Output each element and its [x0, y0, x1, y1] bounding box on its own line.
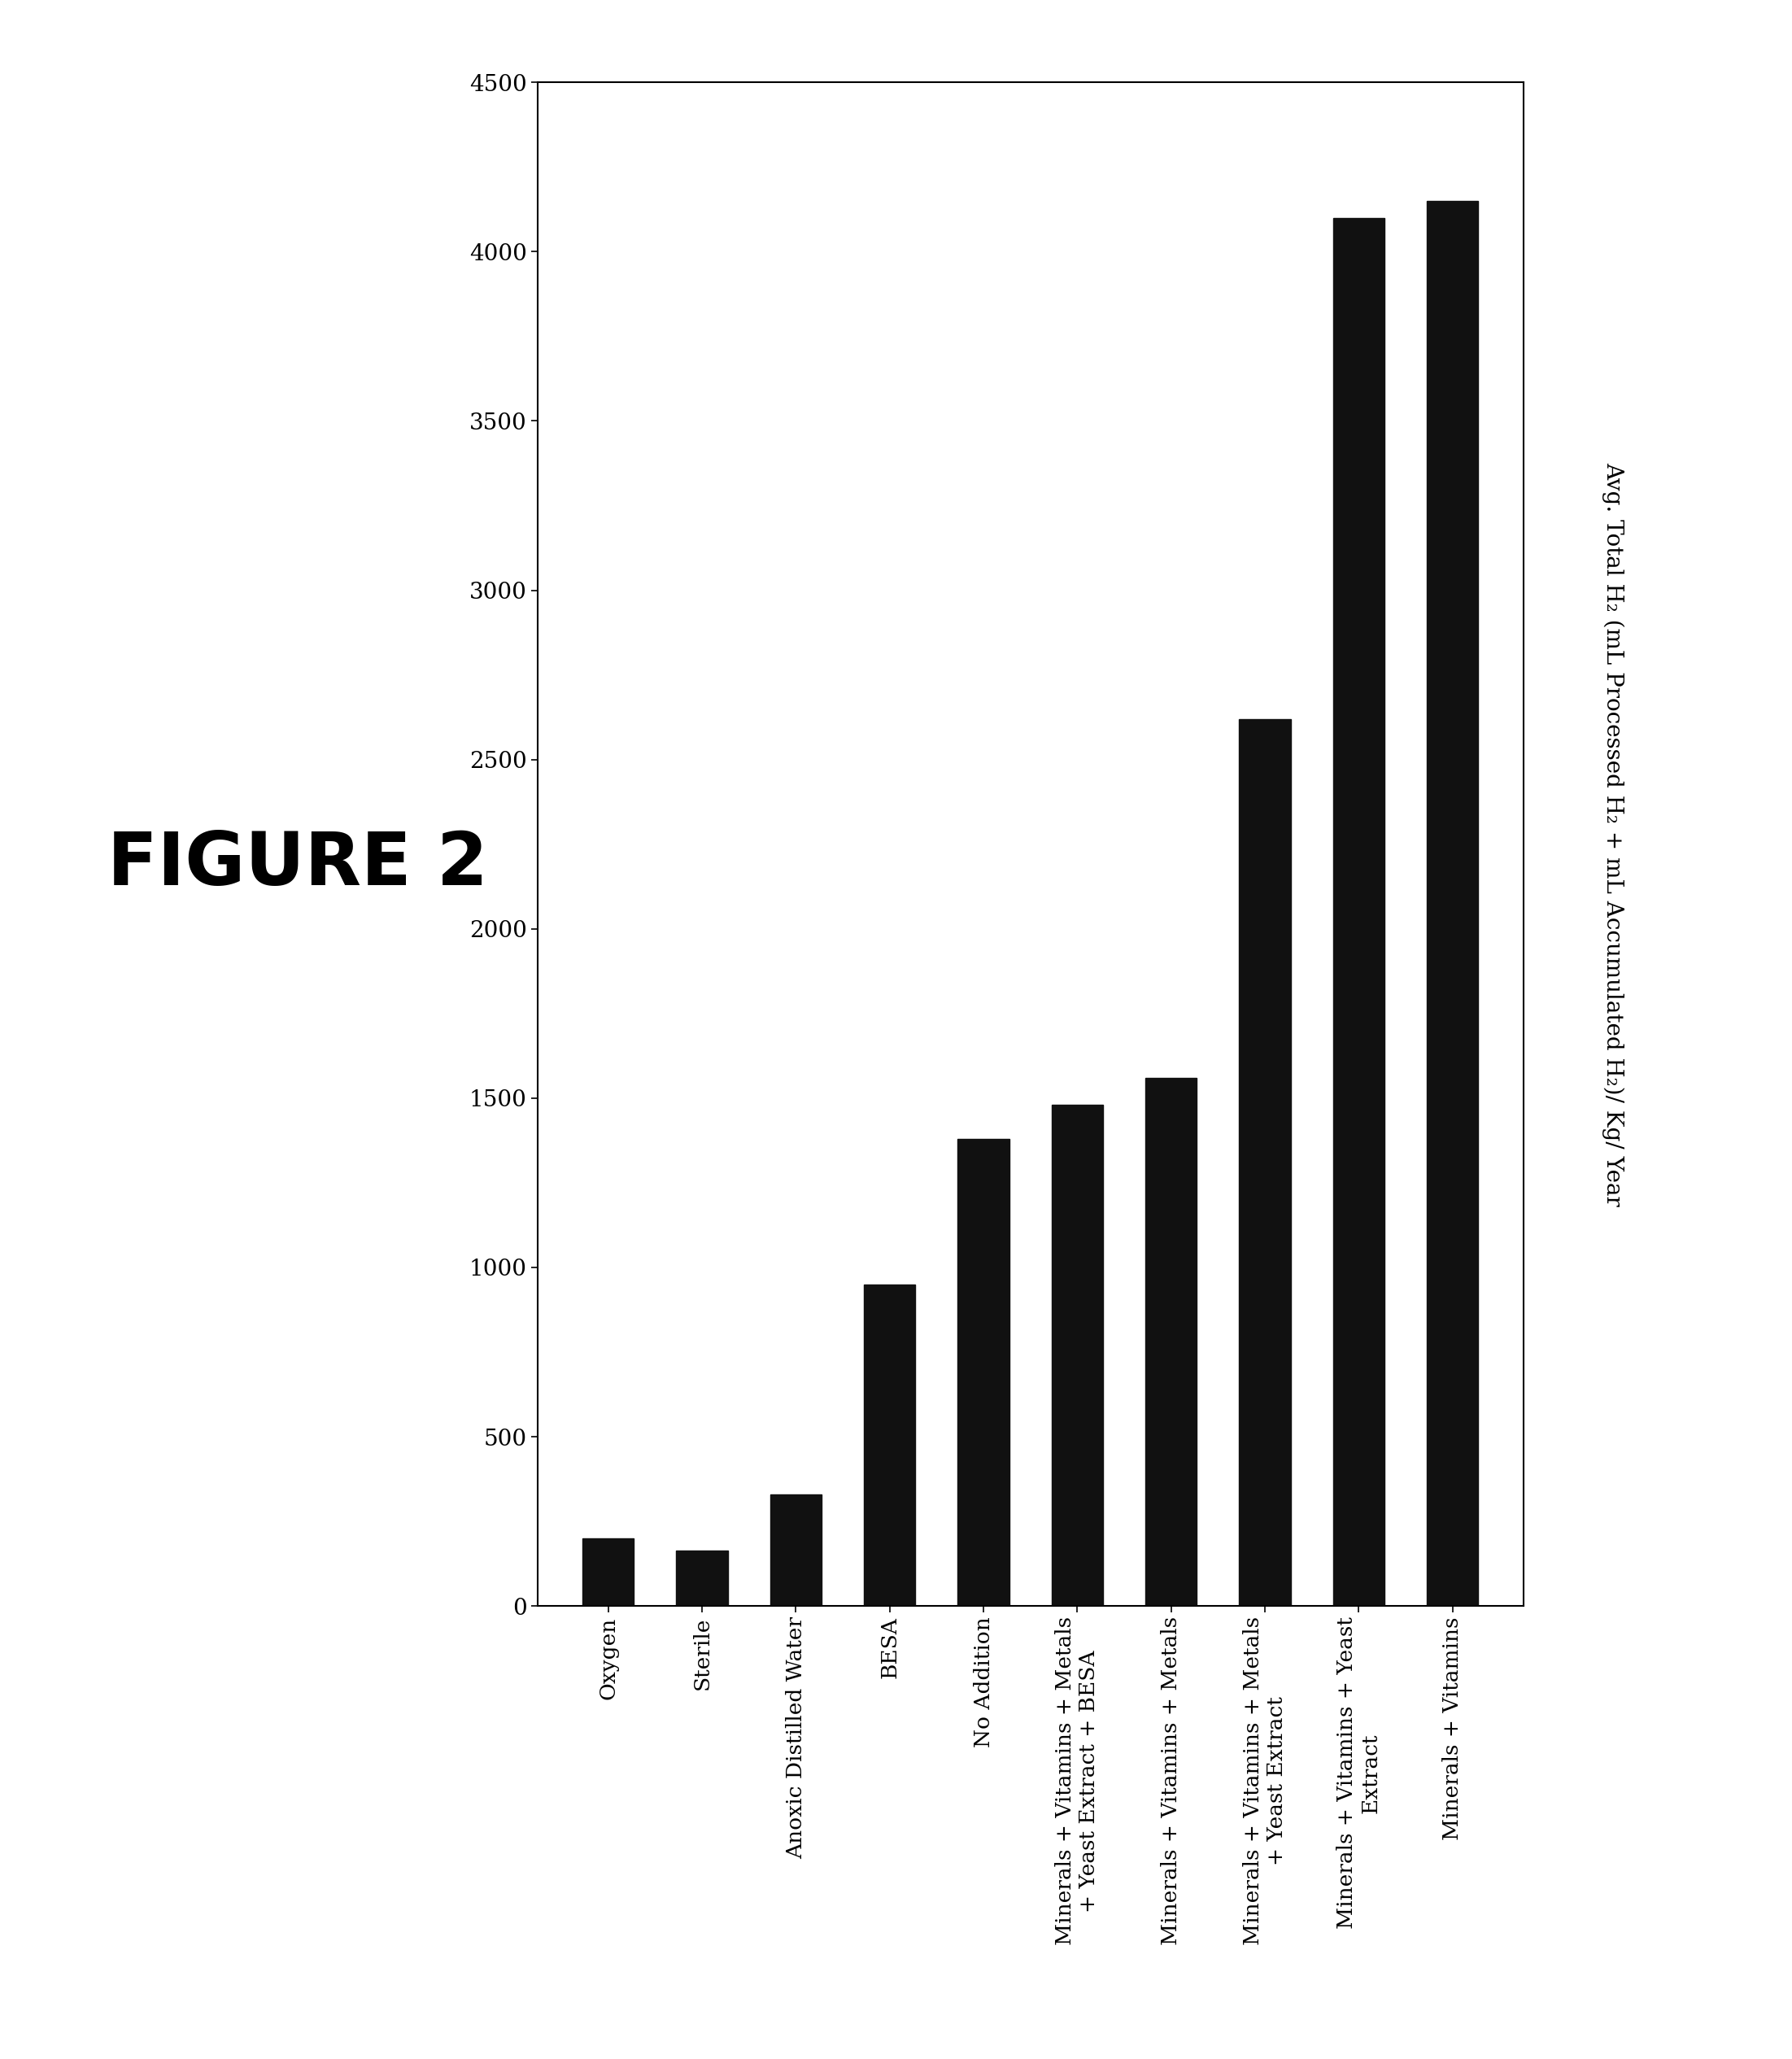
Bar	[957, 1139, 1009, 1606]
Bar	[1052, 1106, 1104, 1606]
Bar	[1145, 1077, 1197, 1606]
Bar	[676, 1550, 728, 1606]
Bar	[864, 1285, 916, 1606]
Bar	[582, 1538, 634, 1606]
Bar	[1426, 202, 1478, 1606]
Bar	[1333, 218, 1385, 1606]
Bar	[1238, 719, 1290, 1606]
Text: FIGURE 2: FIGURE 2	[108, 830, 487, 900]
Bar	[771, 1495, 823, 1606]
Text: Avg. Total H₂ (mL Processed H₂ + mL Accumulated H₂)/ Kg/ Year: Avg. Total H₂ (mL Processed H₂ + mL Accu…	[1602, 461, 1624, 1207]
